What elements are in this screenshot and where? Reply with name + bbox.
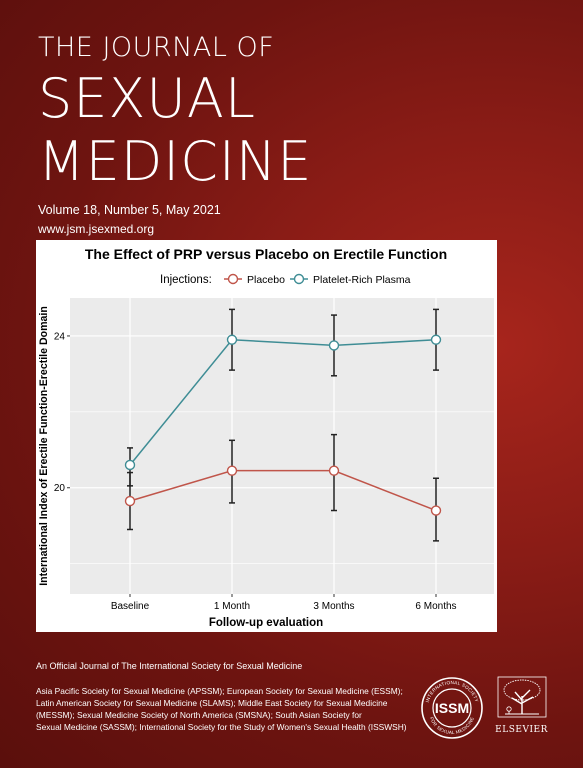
legend-title: Injections: (160, 274, 212, 286)
journal-title-line1: THE JOURNAL OF (38, 32, 275, 63)
x-tick-label: 6 Months (415, 601, 456, 612)
chart-panel: The Effect of PRP versus Placebo on Erec… (36, 240, 497, 632)
x-tick-label: 3 Months (313, 601, 354, 612)
series-line (129, 469, 437, 512)
societies-line: Asia Pacific Society for Sexual Medicine… (36, 686, 403, 696)
y-tick-label: 20 (54, 483, 66, 494)
y-tick-label: 24 (54, 331, 66, 342)
line-chart: The Effect of PRP versus Placebo on Erec… (38, 246, 494, 629)
journal-title-line3: MEDICINE (38, 130, 313, 193)
data-point (226, 334, 238, 345)
societies-line: Sexual Medicine (SASSM); International S… (36, 721, 407, 732)
data-point (124, 495, 136, 507)
x-axis-label: Follow-up evaluation (209, 617, 323, 629)
data-point (430, 505, 442, 516)
data-point (328, 465, 340, 476)
legend-label: Placebo (247, 274, 285, 286)
issm-seal-icon: INTERNATIONAL SOCIETY FOR SEXUAL MEDICIN… (421, 677, 483, 739)
journal-url: www.jsm.jsexmed.org (38, 222, 155, 236)
legend-key-marker (227, 273, 239, 285)
issue-info: Volume 18, Number 5, May 2021 (38, 203, 221, 217)
x-tick-label: Baseline (111, 601, 150, 612)
journal-title-line2: SEXUAL (38, 67, 256, 130)
series-layer (124, 308, 442, 542)
publisher-name: ELSEVIER (495, 725, 548, 735)
axes: 20 24 Baseline 1 Month 3 Months 6 Months (54, 331, 457, 612)
societies-list: Asia Pacific Society for Sexual Medicine… (36, 686, 446, 734)
chart-title: The Effect of PRP versus Placebo on Erec… (85, 246, 447, 262)
official-journal-line: An Official Journal of The International… (36, 661, 303, 671)
x-tick-label: 1 Month (214, 601, 250, 612)
legend-key-marker (293, 273, 305, 285)
societies-line: Latin American Society for Sexual Medici… (36, 697, 388, 708)
legend: Injections: Placebo Platelet-Rich Plasma (160, 273, 411, 286)
plot-background (70, 298, 494, 594)
y-axis-label: International Index of Erectile Function… (38, 306, 50, 586)
issm-logo: INTERNATIONAL SOCIETY FOR SEXUAL MEDICIN… (420, 676, 484, 745)
data-point (226, 465, 238, 476)
data-point (430, 334, 442, 345)
elsevier-tree-icon (497, 676, 546, 718)
legend-label: Platelet-Rich Plasma (313, 274, 411, 286)
data-point (328, 340, 340, 351)
elsevier-logo: ELSEVIER (494, 676, 549, 735)
issm-abbr: ISSM (435, 700, 469, 716)
data-point (124, 459, 136, 471)
series-line (129, 338, 437, 466)
societies-line: (MESSM); Sexual Medicine Society of Nort… (36, 709, 362, 720)
